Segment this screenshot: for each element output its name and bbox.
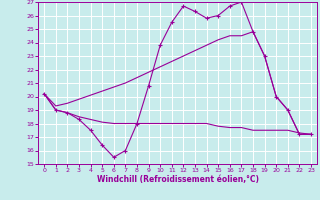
X-axis label: Windchill (Refroidissement éolien,°C): Windchill (Refroidissement éolien,°C) [97,175,259,184]
